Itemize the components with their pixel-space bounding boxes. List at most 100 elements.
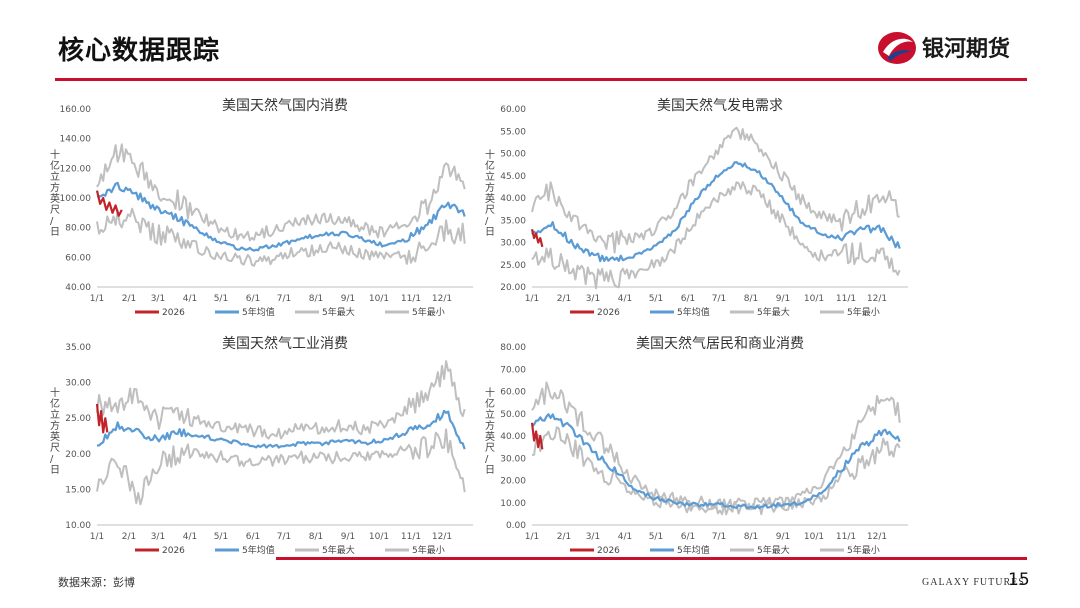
x-tick-label: 6/1: [246, 294, 260, 304]
y-tick-label: 30.00: [500, 239, 526, 249]
y-tick-label: 20.00: [65, 450, 91, 460]
legend-label: 5年均值: [677, 306, 710, 318]
series-5yr-min: [96, 207, 466, 267]
y-tick-label: 70.00: [500, 365, 526, 375]
header-divider: [55, 78, 1027, 81]
chart-title: 美国天然气发电需求: [657, 97, 783, 114]
chart-title: 美国天然气国内消费: [222, 97, 348, 114]
page-title: 核心数据跟踪: [58, 36, 221, 66]
y-tick-label: 50.00: [500, 410, 526, 420]
y-tick-label: 55.00: [500, 127, 526, 137]
chart-svg: 美国天然气居民和商业消费 0.00 10.00 20.00 30.00 40.00 50.0…: [485, 335, 908, 556]
x-tick-label: 7/1: [712, 294, 726, 304]
legend-label: 5年最大: [322, 306, 355, 318]
data-source: 数据来源：彭博: [58, 576, 135, 589]
x-tick-label: 12/1: [432, 532, 452, 542]
x-tick-label: 7/1: [277, 294, 291, 304]
y-tick-label: 120.00: [60, 164, 92, 174]
logo-text: 银河期货: [922, 37, 1011, 62]
series-2026: [95, 190, 123, 217]
y-tick-label: 10.00: [500, 499, 526, 509]
y-tick-label: 40.00: [65, 283, 91, 293]
y-tick-label: 50.00: [500, 150, 526, 160]
chart-svg: 美国天然气国内消费 40.00 60.00 80.00 100.00 120.00 140.…: [50, 97, 473, 318]
y-tick-label: 20.00: [500, 283, 526, 293]
x-tick-label: 11/1: [401, 532, 421, 542]
series-2026: [95, 403, 109, 434]
legend-label: 5年均值: [677, 544, 710, 556]
x-tick-label: 2/1: [122, 532, 136, 542]
x-tick-label: 4/1: [618, 532, 632, 542]
x-tick-label: 7/1: [712, 532, 726, 542]
series-2026: [530, 228, 544, 248]
chart-svg: 美国天然气工业消费 10.00 15.00 20.00 25.00 30.00 35.00 十…: [50, 335, 473, 556]
x-tick-label: 9/1: [341, 532, 355, 542]
y-tick-label: 45.00: [500, 172, 526, 182]
y-tick-label: 60.00: [500, 388, 526, 398]
legend-label: 2026: [597, 308, 620, 318]
legend-label: 5年最小: [847, 306, 880, 318]
legend-label: 5年最小: [412, 306, 445, 318]
legend-label: 5年最大: [757, 306, 790, 318]
x-tick-label: 3/1: [586, 532, 600, 542]
x-tick-label: 2/1: [557, 532, 571, 542]
chart-domestic-consumption: 美国天然气国内消费 40.00 60.00 80.00 100.00 120.00 140.…: [40, 92, 480, 322]
x-tick-label: 9/1: [341, 294, 355, 304]
chart-res-comm-consumption: 美国天然气居民和商业消费 0.00 10.00 20.00 30.00 40.00 50.0…: [475, 330, 915, 560]
x-tick-label: 7/1: [277, 532, 291, 542]
x-tick-label: 3/1: [151, 532, 165, 542]
chart-title: 美国天然气居民和商业消费: [636, 335, 804, 352]
x-tick-label: 8/1: [309, 294, 323, 304]
series-5yr-avg: [531, 161, 901, 263]
legend-label: 2026: [162, 546, 185, 556]
x-tick-label: 1/1: [525, 532, 539, 542]
y-tick-label: 40.00: [500, 432, 526, 442]
x-tick-label: 6/1: [681, 532, 695, 542]
legend-label: 5年均值: [242, 544, 275, 556]
y-tick-label: 160.00: [60, 105, 92, 115]
x-tick-label: 5/1: [214, 532, 228, 542]
x-tick-label: 9/1: [776, 294, 790, 304]
x-tick-label: 9/1: [776, 532, 790, 542]
y-tick-label: 30.00: [500, 454, 526, 464]
x-tick-label: 10/1: [804, 532, 824, 542]
y-tick-label: 30.00: [65, 379, 91, 389]
x-tick-label: 5/1: [649, 532, 663, 542]
x-tick-label: 10/1: [369, 532, 389, 542]
series-5yr-avg: [531, 413, 901, 510]
x-tick-label: 4/1: [183, 532, 197, 542]
series-5yr-avg: [96, 181, 466, 252]
legend-label: 2026: [597, 546, 620, 556]
legend-label: 5年均值: [242, 306, 275, 318]
x-tick-label: 12/1: [432, 294, 452, 304]
x-tick-label: 3/1: [151, 294, 165, 304]
y-tick-label: 60.00: [500, 105, 526, 115]
legend-label: 5年最小: [412, 544, 445, 556]
chart-title: 美国天然气工业消费: [222, 335, 348, 352]
y-tick-label: 10.00: [65, 521, 91, 531]
x-tick-label: 12/1: [867, 294, 887, 304]
y-axis-label: 十亿立方英尺/日: [50, 148, 60, 238]
footer-divider: [276, 557, 1027, 560]
x-tick-label: 4/1: [183, 294, 197, 304]
company-logo: [875, 28, 1035, 68]
x-tick-label: 8/1: [744, 294, 758, 304]
x-tick-label: 11/1: [836, 532, 856, 542]
x-tick-label: 5/1: [214, 294, 228, 304]
series-5yr-max: [531, 126, 900, 254]
y-tick-label: 0.00: [506, 521, 526, 531]
galaxy-logo-icon: [878, 32, 916, 64]
legend-label: 5年最小: [847, 544, 880, 556]
x-tick-label: 1/1: [90, 294, 104, 304]
y-tick-label: 35.00: [65, 343, 91, 353]
y-tick-label: 15.00: [65, 485, 91, 495]
y-tick-label: 40.00: [500, 194, 526, 204]
x-tick-label: 6/1: [246, 532, 260, 542]
y-axis-label: 十亿立方英尺/日: [50, 386, 60, 476]
y-tick-label: 20.00: [500, 477, 526, 487]
series-5yr-max: [96, 360, 466, 440]
x-tick-label: 2/1: [122, 294, 136, 304]
x-tick-label: 6/1: [681, 294, 695, 304]
series-5yr-avg: [96, 409, 466, 450]
chart-svg: 美国天然气发电需求 20.00 25.00 30.00 35.00 40.00 45.00 5…: [485, 97, 908, 318]
